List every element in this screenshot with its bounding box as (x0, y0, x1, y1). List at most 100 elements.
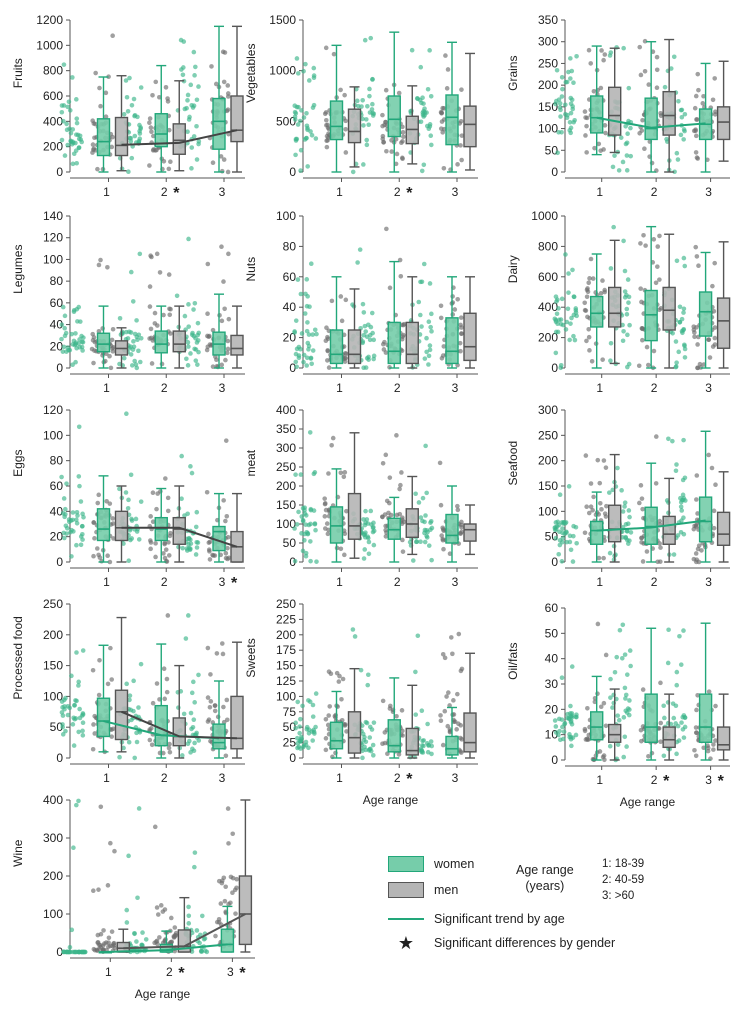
data-point (370, 101, 375, 107)
data-point (128, 352, 134, 357)
data-point (628, 530, 634, 535)
data-point (699, 548, 704, 553)
data-point (192, 740, 197, 746)
y-tick-label: 300 (43, 831, 63, 845)
star-icon: * (239, 965, 246, 982)
data-point (450, 312, 456, 317)
data-point (95, 940, 101, 945)
data-point (441, 528, 446, 533)
data-point (679, 114, 685, 120)
data-point (129, 155, 135, 161)
data-point (96, 262, 102, 268)
data-point (584, 338, 589, 344)
x-tick-label: 3 (219, 771, 226, 785)
data-point (322, 514, 328, 519)
data-point (106, 74, 111, 80)
data-point (150, 92, 155, 98)
data-point (651, 237, 657, 242)
data-point (312, 521, 318, 527)
data-point (102, 941, 107, 946)
data-point (224, 108, 230, 114)
data-point (103, 90, 109, 96)
y-tick-label: 0 (56, 945, 63, 959)
data-point (325, 722, 331, 728)
data-point (67, 705, 72, 711)
data-point (586, 510, 592, 516)
data-point (191, 748, 197, 754)
data-point (138, 661, 144, 667)
data-point (294, 56, 300, 61)
women-box (329, 721, 344, 750)
data-point (59, 103, 65, 108)
men-box (347, 108, 362, 144)
data-point (672, 169, 677, 175)
data-point (299, 734, 304, 740)
data-point (194, 539, 200, 545)
data-point (292, 103, 298, 109)
data-point (148, 546, 153, 552)
data-point (450, 651, 455, 657)
data-point (585, 705, 590, 711)
data-point (559, 94, 565, 99)
data-point (134, 739, 140, 745)
data-point (399, 708, 405, 713)
data-point (76, 304, 82, 310)
data-point (456, 631, 462, 637)
data-point (154, 938, 160, 944)
data-point (556, 551, 562, 557)
data-point (74, 521, 80, 526)
data-point (664, 136, 669, 142)
data-point (126, 169, 131, 175)
data-point (562, 720, 568, 726)
data-point (426, 543, 432, 548)
data-point (553, 520, 559, 525)
data-point (364, 334, 370, 340)
data-point (292, 558, 298, 564)
data-point (299, 514, 305, 519)
y-tick-label: 350 (276, 422, 296, 436)
data-point (344, 729, 349, 734)
men-box (230, 695, 244, 750)
data-point (658, 306, 664, 311)
data-point (296, 355, 302, 361)
data-point (109, 337, 115, 343)
data-point (73, 331, 78, 336)
data-point (308, 356, 314, 361)
data-point (644, 344, 650, 350)
data-point (132, 931, 137, 937)
data-point (602, 511, 608, 516)
data-point (180, 72, 186, 78)
data-point (303, 61, 308, 67)
data-point (671, 552, 677, 557)
data-point (342, 92, 347, 98)
data-point (370, 742, 376, 748)
data-point (163, 937, 168, 942)
data-point (447, 703, 452, 708)
data-point (360, 340, 365, 346)
data-point (74, 542, 79, 548)
data-point (67, 108, 73, 113)
data-point (640, 559, 646, 564)
data-point (585, 286, 590, 291)
data-point (553, 319, 559, 325)
data-point (293, 472, 298, 477)
data-point (219, 318, 225, 324)
x-tick-label: 2 (651, 773, 658, 787)
data-point (621, 328, 626, 334)
data-point (361, 556, 367, 561)
data-point (383, 87, 389, 93)
data-point (132, 112, 138, 118)
data-point (370, 330, 375, 336)
y-tick-label: 100 (43, 907, 63, 921)
data-point (458, 119, 464, 124)
data-point (298, 346, 303, 352)
men-box (716, 511, 731, 546)
data-point (148, 125, 154, 130)
data-point (186, 324, 191, 329)
data-point (597, 749, 603, 754)
data-point (138, 85, 144, 90)
trend-line-women (105, 943, 228, 953)
